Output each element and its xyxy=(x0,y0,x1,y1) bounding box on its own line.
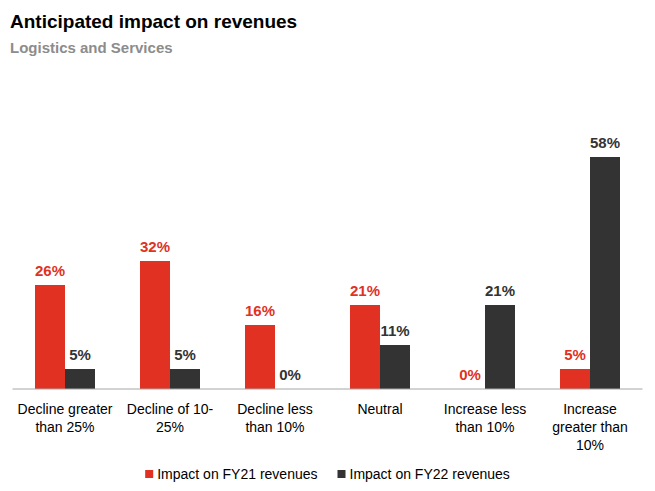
category-label: Decline of 10- 25% xyxy=(127,401,214,435)
category-label-line: than 25% xyxy=(35,419,94,435)
category-label: Increase greater than 10% xyxy=(552,401,628,453)
legend-swatch xyxy=(145,470,153,478)
data-label: 0% xyxy=(279,366,301,383)
x-axis-line xyxy=(13,389,643,390)
category-label-line: 10% xyxy=(576,437,604,453)
data-label: 11% xyxy=(380,322,409,339)
bar xyxy=(560,369,590,389)
bar xyxy=(35,285,65,389)
category-label-line: than 10% xyxy=(455,419,514,435)
category-label-line: Decline greater xyxy=(18,401,113,417)
bar xyxy=(380,345,410,389)
legend-swatch xyxy=(338,470,346,478)
bar xyxy=(140,261,170,389)
data-label: 5% xyxy=(564,346,586,363)
data-label: 0% xyxy=(459,366,481,383)
category-label-line: than 10% xyxy=(245,419,304,435)
category-label: Increase less than 10% xyxy=(444,401,526,435)
legend-label: Impact on FY22 revenues xyxy=(350,466,510,482)
data-label: 16% xyxy=(245,302,275,319)
category-label: Decline less than 10% xyxy=(237,401,312,435)
data-label: 21% xyxy=(350,282,380,299)
data-label: 5% xyxy=(174,346,196,363)
data-label: 5% xyxy=(69,346,91,363)
title: Anticipated impact on revenues xyxy=(10,11,297,32)
category-label-line: Neutral xyxy=(357,401,402,417)
bar xyxy=(485,305,515,389)
category-label-line: greater than xyxy=(552,419,628,435)
bars xyxy=(35,157,620,389)
category-label-line: Increase less xyxy=(444,401,526,417)
data-label: 58% xyxy=(590,134,620,151)
category-label-line: 25% xyxy=(156,419,184,435)
bar xyxy=(590,157,620,389)
data-label: 21% xyxy=(485,282,515,299)
bar xyxy=(350,305,380,389)
data-labels: 26% 32% 16% 21% 0% 5% 5% 5% 0% 11% 21% 58% xyxy=(35,134,620,383)
legend: Impact on FY21 revenues Impact on FY22 re… xyxy=(145,466,510,482)
category-label: Decline greater than 25% xyxy=(18,401,113,435)
data-label: 26% xyxy=(35,262,65,279)
subtitle: Logistics and Services xyxy=(10,39,173,56)
bar xyxy=(65,369,95,389)
category-label-line: Decline of 10- xyxy=(127,401,214,417)
category-label-line: Decline less xyxy=(237,401,312,417)
data-label: 32% xyxy=(140,238,170,255)
bar xyxy=(245,325,275,389)
legend-label: Impact on FY21 revenues xyxy=(157,466,317,482)
category-label: Neutral xyxy=(357,401,402,417)
chart: Anticipated impact on revenues Logistics … xyxy=(0,0,655,491)
category-label-line: Increase xyxy=(563,401,617,417)
bar xyxy=(170,369,200,389)
